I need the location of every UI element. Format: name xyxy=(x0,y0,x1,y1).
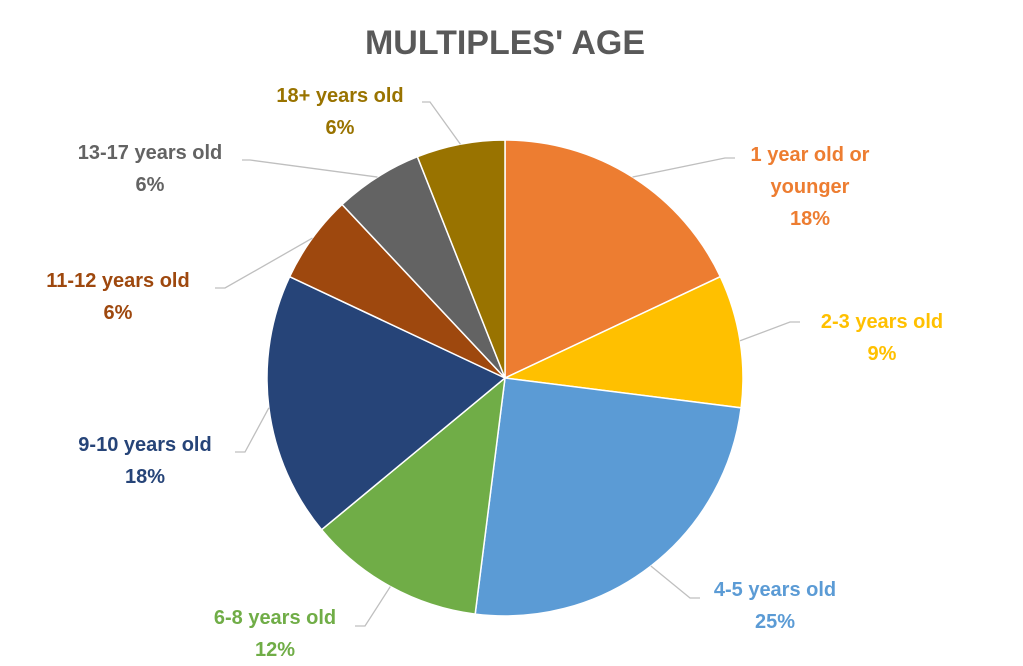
category-label: 2-3 years old xyxy=(820,311,944,333)
pie-slice xyxy=(474,377,742,617)
category-label: 11-12 years old xyxy=(46,270,190,292)
category-label: 1 year old or younger xyxy=(750,144,870,198)
category-label: 6-8 years old xyxy=(213,607,337,629)
percent-label: 6% xyxy=(325,117,355,139)
pie-slice xyxy=(416,139,506,379)
percent-label: 18% xyxy=(789,208,831,230)
leader-line xyxy=(422,101,461,145)
percent-label: 12% xyxy=(254,639,296,661)
category-label: 4-5 years old xyxy=(713,579,837,601)
leader-line xyxy=(242,159,378,178)
leader-line xyxy=(739,321,800,342)
chart-title: MULTIPLES' AGE xyxy=(365,24,645,62)
category-label: 9-10 years old xyxy=(78,434,212,456)
leader-line xyxy=(650,565,700,599)
data-label: 18+ years old 6% xyxy=(276,80,403,144)
data-label: 4-5 years old 25% xyxy=(714,574,836,638)
data-label: 9-10 years old 18% xyxy=(78,429,211,493)
data-label: 6-8 years old 12% xyxy=(214,602,336,666)
leader-line xyxy=(355,586,391,627)
data-label: 1 year old or younger 18% xyxy=(735,139,885,235)
pie-slice xyxy=(504,139,722,380)
percent-label: 6% xyxy=(135,174,165,196)
pie-slice xyxy=(320,376,506,615)
leader-line xyxy=(235,407,270,453)
data-label: 13-17 years old 6% xyxy=(78,137,223,201)
pie-slice xyxy=(502,275,744,409)
percent-label: 9% xyxy=(867,343,897,365)
data-label: 2-3 years old 9% xyxy=(821,306,943,370)
leader-line xyxy=(215,237,313,289)
percent-label: 25% xyxy=(754,611,796,633)
percent-label: 6% xyxy=(103,302,133,324)
data-label: 11-12 years old 6% xyxy=(46,265,189,329)
percent-label: 18% xyxy=(124,466,166,488)
category-label: 13-17 years old xyxy=(77,142,223,164)
leader-line xyxy=(632,157,735,178)
pie-slice xyxy=(266,275,507,531)
category-label: 18+ years old xyxy=(276,85,404,107)
